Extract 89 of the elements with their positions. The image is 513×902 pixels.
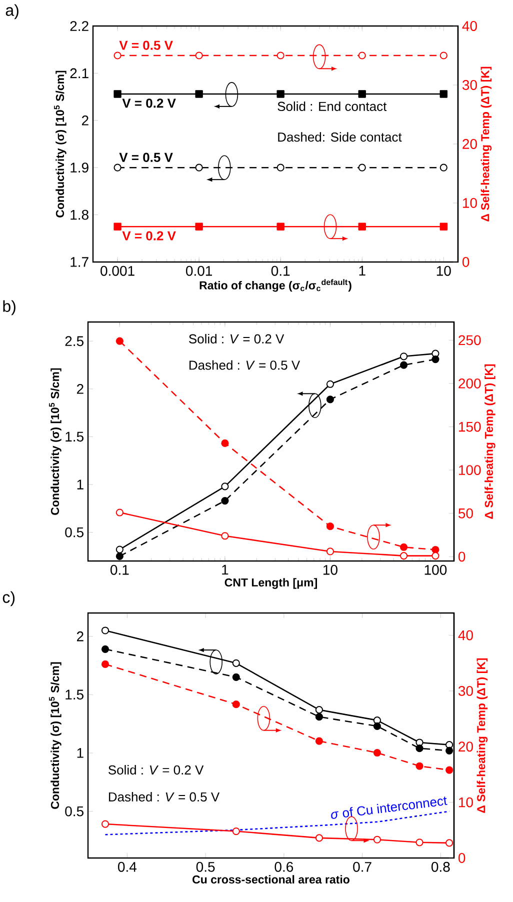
- y-tick-label: 2.1: [70, 68, 88, 78]
- y-axis-title: Conductivity (σ) [10$^{5}$ S/cm]: [54, 70, 66, 218]
- point: [445, 746, 454, 754]
- y-tick-label: 1: [77, 480, 84, 490]
- annotation: Solid : V = 0.2 V: [108, 765, 204, 775]
- point: [315, 834, 323, 842]
- y2-tick-label: 250: [458, 335, 481, 346]
- x-tick-label: 0.001: [100, 266, 134, 276]
- y-tick-label: 1.9: [70, 162, 88, 173]
- x-tick-label: 0.8: [431, 862, 450, 872]
- x-tick-label: 1: [222, 564, 228, 575]
- annotation: Dashed : V = 0.5 V: [108, 792, 220, 802]
- x-axis-title: Ratio of change (σ$_{c}$/σ$_{c}$$^{default}$): [200, 279, 352, 292]
- point: [232, 700, 240, 708]
- y2-axis-title: Δ Self-heating Temp (ΔT) [K]: [480, 66, 492, 222]
- y2-tick-label: 20: [462, 139, 477, 149]
- x-tick-label: 100: [424, 564, 447, 575]
- point: [315, 706, 323, 714]
- annotation: Solid : End contact: [278, 101, 387, 112]
- y2-tick-label: 100: [458, 465, 481, 476]
- x-tick-label: 10: [436, 266, 451, 276]
- annotation: Solid : V = 0.2 V: [189, 334, 284, 344]
- y2-tick-label: 30: [458, 686, 473, 696]
- x-tick-label: 0.6: [274, 862, 294, 872]
- y2-axis-title: Δ Self-heating Temp (ΔT) [K]: [484, 364, 496, 519]
- y2-tick-label: 50: [458, 508, 473, 518]
- series-label: V = 0.2 V: [122, 231, 176, 240]
- chart-title: b): [3, 300, 16, 316]
- y-axis-title: Conductivity (σ) [10$^{5}$ S/cm]: [49, 662, 62, 809]
- text: σ of Cu interconnect: [331, 796, 448, 819]
- point: [373, 722, 381, 730]
- y-tick-label: 1.5: [66, 432, 84, 442]
- point: [445, 839, 454, 847]
- point: [445, 766, 454, 774]
- y2-tick-label: 0: [458, 552, 466, 562]
- y-tick-label: 2: [76, 384, 84, 394]
- point: [416, 838, 424, 846]
- x-tick-label: 0.1: [110, 564, 129, 575]
- x-tick-label: 0.4: [118, 862, 136, 872]
- y2-tick-label: 30: [462, 80, 477, 90]
- y2-tick-label: 20: [458, 742, 473, 752]
- x-tick-label: 0.5: [196, 862, 215, 872]
- point: [232, 673, 240, 681]
- y-tick-label: 2.5: [65, 336, 84, 346]
- annotation: Dashed: Side contact: [278, 132, 402, 142]
- point: [232, 659, 240, 667]
- y2-tick-label: 10: [462, 198, 477, 208]
- series-label: V = 0.5 V: [119, 152, 173, 162]
- y-axis-title: Conductivity (σ) [10$^{5}$ S/cm]: [49, 368, 62, 515]
- y-tick-label: 0.5: [65, 806, 84, 816]
- chart-title: a): [6, 4, 18, 20]
- annotation: Dashed : V = 0.5 V: [189, 360, 300, 370]
- point: [101, 820, 110, 828]
- x-axis-title: Cu cross-sectional area ratio: [192, 875, 350, 884]
- x-tick-label: 10: [323, 564, 338, 575]
- x-tick-label: 1: [359, 266, 366, 276]
- y2-tick-label: 0: [458, 853, 466, 863]
- point: [232, 827, 240, 836]
- y2-tick-label: 150: [458, 422, 481, 432]
- point: [416, 744, 424, 752]
- y-tick-label: 1: [77, 748, 84, 758]
- series-label: V = 0.2 V: [122, 98, 176, 108]
- y-tick-label: 0.5: [65, 527, 84, 538]
- chart-title: c): [2, 591, 15, 606]
- point: [315, 713, 323, 721]
- y2-tick-label: 40: [462, 21, 477, 31]
- y-tick-label: 1.7: [70, 257, 88, 267]
- x-tick-label: 0.1: [271, 266, 290, 276]
- y2-tick-label: 200: [458, 378, 481, 388]
- point: [315, 737, 323, 745]
- y-tick-label: 2.2: [70, 21, 88, 31]
- y2-tick-label: 10: [458, 797, 473, 808]
- x-tick-label: 0.01: [186, 266, 212, 276]
- point: [416, 762, 424, 770]
- y2-axis-title: Δ Self-heating Temp (ΔT) [K]: [476, 658, 488, 813]
- series-label: V = 0.5 V: [119, 40, 173, 50]
- y-tick-label: 2: [82, 116, 88, 126]
- y2-tick-label: 0: [462, 257, 470, 267]
- point: [101, 645, 110, 653]
- point: [101, 660, 110, 668]
- x-tick-label: 0.7: [353, 862, 372, 872]
- y-tick-label: 2: [76, 631, 84, 642]
- point: [373, 836, 381, 844]
- point: [373, 748, 381, 757]
- x-axis-title: CNT Length [μm]: [224, 578, 317, 589]
- y-tick-label: 1.5: [66, 690, 84, 700]
- y2-tick-label: 40: [458, 630, 473, 640]
- y-tick-label: 1.8: [70, 210, 88, 220]
- point: [101, 626, 110, 634]
